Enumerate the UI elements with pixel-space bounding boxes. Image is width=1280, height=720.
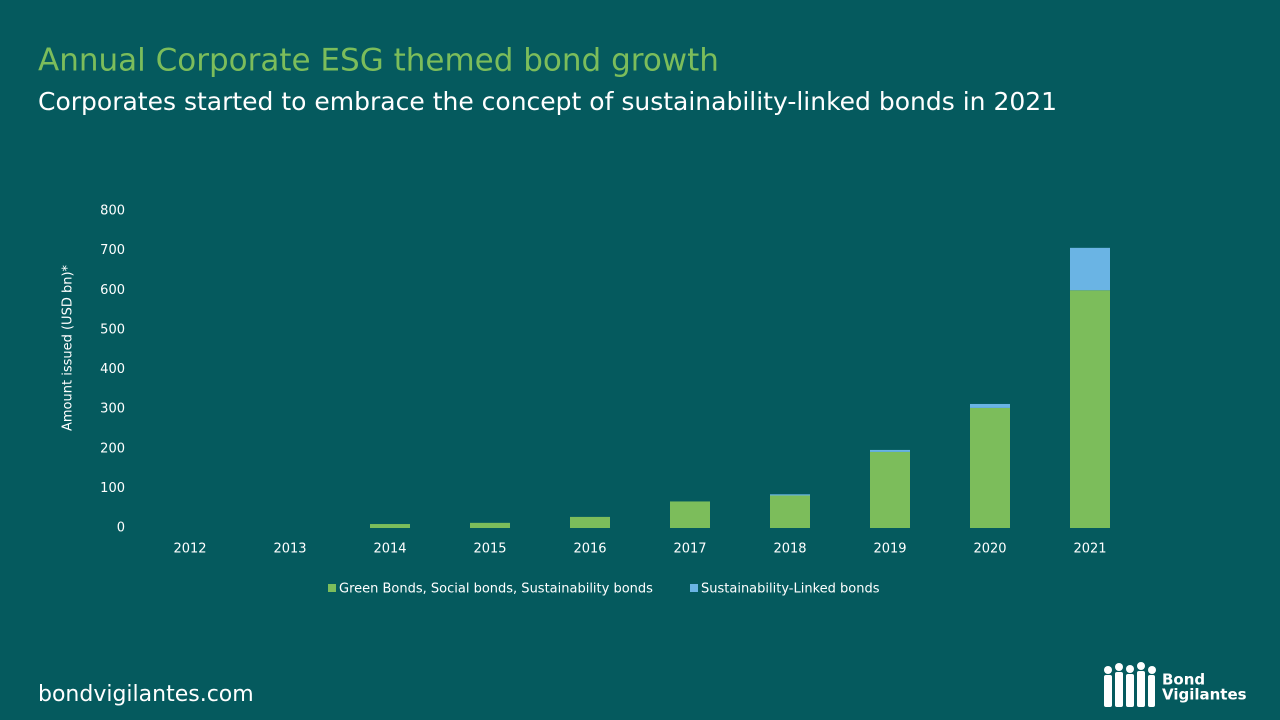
logo-text: Bond <box>1162 671 1205 689</box>
y-axis-label: Amount issued (USD bn)* <box>61 264 76 431</box>
y-tick-label: 200 <box>100 441 125 456</box>
y-tick-label: 400 <box>100 362 125 377</box>
y-tick-label: 300 <box>100 402 125 417</box>
bar <box>670 501 710 528</box>
bar <box>770 495 810 528</box>
y-tick-label: 500 <box>100 322 125 337</box>
x-tick-label: 2012 <box>173 542 206 557</box>
legend-label: Green Bonds, Social bonds, Sustainabilit… <box>339 582 653 597</box>
bar <box>470 522 510 528</box>
logo-figures <box>1104 662 1156 707</box>
x-tick-label: 2014 <box>373 542 406 557</box>
legend-swatch <box>690 584 698 592</box>
x-tick-label: 2020 <box>973 542 1006 557</box>
bar <box>1070 247 1110 291</box>
footer-website: bondvigilantes.com <box>38 682 254 707</box>
y-tick-label: 100 <box>100 481 125 496</box>
x-tick-label: 2021 <box>1073 542 1106 557</box>
bar <box>870 449 910 452</box>
logo-text: Vigilantes <box>1162 686 1247 704</box>
x-tick-label: 2016 <box>573 542 606 557</box>
bar <box>1070 290 1110 528</box>
legend-swatch <box>328 584 336 592</box>
y-tick-label: 0 <box>117 521 125 536</box>
bar <box>870 451 910 528</box>
y-tick-label: 800 <box>100 204 125 219</box>
x-tick-label: 2017 <box>673 542 706 557</box>
x-tick-label: 2018 <box>773 542 806 557</box>
bar <box>970 403 1010 408</box>
legend-label: Sustainability-Linked bonds <box>701 582 880 597</box>
bar <box>770 494 810 496</box>
bar <box>970 407 1010 528</box>
x-tick-label: 2019 <box>873 542 906 557</box>
y-tick-label: 700 <box>100 243 125 258</box>
chart-subtitle: Corporates started to embrace the concep… <box>38 87 1057 116</box>
chart-title: Annual Corporate ESG themed bond growth <box>38 43 719 79</box>
bar <box>370 524 410 528</box>
y-tick-label: 600 <box>100 283 125 298</box>
bar <box>570 516 610 528</box>
x-tick-label: 2013 <box>273 542 306 557</box>
x-tick-label: 2015 <box>473 542 506 557</box>
